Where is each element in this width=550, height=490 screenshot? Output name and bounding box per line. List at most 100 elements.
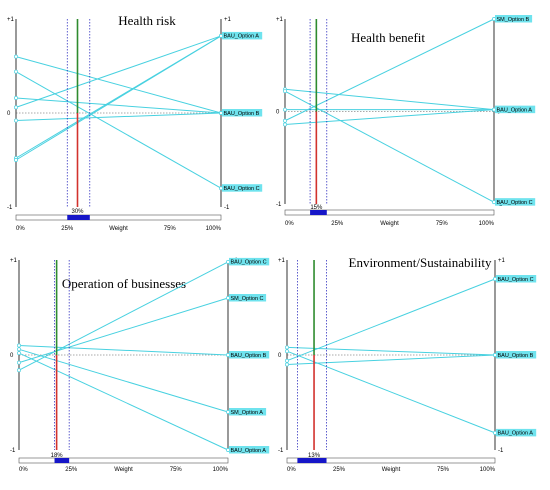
option-label-bg xyxy=(496,351,537,359)
series-start-point xyxy=(14,54,18,59)
weight-bar-track xyxy=(284,209,495,216)
option-label: BAU_Option A xyxy=(231,448,267,454)
y-tick-left: -1 xyxy=(7,205,13,211)
chart-title: Environment/Sustainability xyxy=(349,255,492,270)
option-label-bg xyxy=(229,351,270,359)
option-label: BAU_Option C xyxy=(231,260,267,266)
option-label-bg xyxy=(496,275,537,283)
weight-percent: 15% xyxy=(310,205,323,211)
weight-bar-track xyxy=(18,457,229,464)
series-line xyxy=(18,345,229,356)
y-tick-left: -1 xyxy=(278,448,284,454)
x-tick-label: 100% xyxy=(480,467,496,473)
series-start-point xyxy=(285,358,289,363)
chart-title: Health risk xyxy=(118,13,176,28)
option-label-bg xyxy=(222,184,263,192)
series-line xyxy=(15,71,222,189)
series-start-point xyxy=(17,368,21,373)
y-tick-left: -1 xyxy=(10,448,16,454)
series-start-point xyxy=(285,349,289,354)
y-tick-left: +1 xyxy=(278,258,286,264)
x-tick-label: Weight xyxy=(114,467,133,473)
option-label-bg xyxy=(495,15,533,23)
series-start-point xyxy=(14,96,18,100)
weight-percent: 18% xyxy=(51,453,64,459)
option-label-bg xyxy=(229,446,270,454)
weight-range-fill xyxy=(67,215,90,220)
series-start-point xyxy=(17,351,21,356)
x-tick-label: 75% xyxy=(437,467,450,473)
series-line xyxy=(15,56,222,114)
x-tick-label: 100% xyxy=(479,221,495,227)
x-tick-label: Weight xyxy=(382,467,401,473)
x-tick-label: 0% xyxy=(285,221,294,227)
series-line xyxy=(18,297,229,364)
x-tick-label: 0% xyxy=(19,467,28,473)
x-tick-label: 75% xyxy=(170,467,183,473)
weight-bar-track xyxy=(286,457,496,464)
option-label-bg xyxy=(229,257,270,266)
option-label-bg xyxy=(222,109,263,117)
series-line xyxy=(15,35,222,108)
option-label: BAU_Option C xyxy=(497,200,533,206)
series-line xyxy=(15,35,222,161)
y-tick-left: 0 xyxy=(278,353,282,359)
option-label: SM_Option A xyxy=(231,410,264,416)
y-tick-left: -1 xyxy=(276,202,282,208)
x-tick-label: 0% xyxy=(16,226,25,232)
chart-title: Operation of businesses xyxy=(62,276,186,291)
series-start-point xyxy=(14,118,18,123)
option-label: BAU_Option C xyxy=(224,186,260,192)
option-label: BAU_Option B xyxy=(224,111,260,117)
y-tick-left: 0 xyxy=(7,111,11,117)
series-line xyxy=(15,97,222,114)
series-start-point xyxy=(283,118,287,123)
series-start-point xyxy=(285,345,289,350)
chart-panel-3: Operation of businesses+1+100-1-1BAU_Opt… xyxy=(10,257,270,473)
x-tick-label: 100% xyxy=(206,226,222,232)
option-label-bg xyxy=(495,198,536,206)
series-line xyxy=(286,350,496,434)
weight-bar-track xyxy=(15,214,222,221)
x-tick-label: Weight xyxy=(109,226,128,232)
y-tick-left: 0 xyxy=(10,353,14,359)
option-label: SM_Option B xyxy=(497,17,530,23)
option-label-bg xyxy=(229,294,267,302)
series-start-point xyxy=(285,362,289,367)
weight-percent: 30% xyxy=(71,209,84,215)
x-tick-label: Weight xyxy=(380,221,399,227)
series-line xyxy=(286,278,496,362)
y-tick-right: -1 xyxy=(498,448,504,454)
series-line xyxy=(15,112,222,122)
option-label: BAU_Option B xyxy=(231,353,267,359)
series-line xyxy=(284,88,495,111)
series-line xyxy=(18,348,229,413)
x-tick-label: 25% xyxy=(333,467,346,473)
series-line xyxy=(286,346,496,356)
chart-panel-2: Health benefit+1+100-1-1SM_Option BBAU_O… xyxy=(276,15,536,227)
x-tick-label: 0% xyxy=(287,467,296,473)
weight-range-fill xyxy=(54,458,70,463)
x-tick-label: 25% xyxy=(61,226,74,232)
option-label: SM_Option C xyxy=(231,296,264,302)
series-start-point xyxy=(14,158,18,162)
option-label: BAU_Option C xyxy=(498,277,534,283)
series-start-point xyxy=(17,347,21,352)
x-tick-label: 75% xyxy=(164,226,177,232)
option-label: BAU_Option B xyxy=(498,353,534,359)
option-label-bg xyxy=(229,408,267,416)
option-label-bg xyxy=(222,31,263,40)
weight-percent: 13% xyxy=(308,453,321,459)
series-start-point xyxy=(283,122,287,127)
chart-panel-4: Environment/Sustainability+1+100-1-1BAU_… xyxy=(278,255,537,473)
option-label: BAU_Option A xyxy=(498,431,534,437)
chart-title: Health benefit xyxy=(351,30,425,45)
series-start-point xyxy=(283,89,287,94)
series-start-point xyxy=(17,360,21,365)
y-tick-left: +1 xyxy=(7,17,15,23)
series-line xyxy=(286,354,496,365)
x-tick-label: 25% xyxy=(331,221,344,227)
weight-range-fill xyxy=(310,210,327,215)
